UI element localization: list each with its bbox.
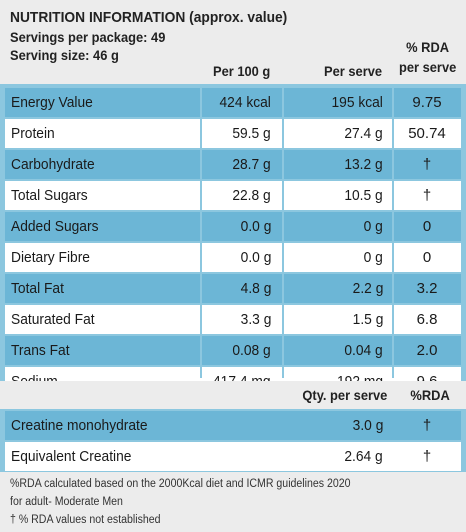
rda-value: † <box>422 417 432 434</box>
quantity-rows: Creatine monohydrate 3.0 g † Equivalent … <box>5 411 461 473</box>
table-row: Protein 59.5 g 27.4 g 50.74 <box>5 119 461 148</box>
nutrient-label: Protein <box>11 125 55 142</box>
per-100g-value: 0.0 g <box>240 218 271 235</box>
per-serve-value: 0 g <box>363 218 383 235</box>
column-divider <box>392 88 394 378</box>
table-title: NUTRITION INFORMATION (approx. value) <box>10 9 288 26</box>
qty-value: 2.64 g <box>344 448 383 465</box>
rda-value: 3.2 <box>416 280 438 297</box>
rda-value: 0 <box>422 249 432 266</box>
rda-value: † <box>422 156 432 173</box>
rda-value: † <box>422 448 432 465</box>
table-row: Carbohydrate 28.7 g 13.2 g † <box>5 150 461 179</box>
per-serve-value: 195 kcal <box>331 94 383 111</box>
footnotes: %RDA calculated based on the 2000Kcal di… <box>0 472 466 532</box>
table-row: Added Sugars 0.0 g 0 g 0 <box>5 212 461 241</box>
rda-value: 9.75 <box>412 94 442 111</box>
table-row: Creatine monohydrate 3.0 g † <box>5 411 461 440</box>
nutrient-label: Carbohydrate <box>11 156 95 173</box>
rda-header-line2: per serve <box>398 59 456 75</box>
per-100g-value: 59.5 g <box>232 125 271 142</box>
per-100g-value: 424 kcal <box>219 94 271 111</box>
nutrient-label: Energy Value <box>11 94 93 111</box>
nutrient-label: Total Sugars <box>11 187 88 204</box>
rda-value: † <box>422 187 432 204</box>
column-header-per-100g: Per 100 g <box>212 63 270 79</box>
per-100g-value: 4.8 g <box>240 280 271 297</box>
per-serve-value: 2.2 g <box>352 280 383 297</box>
column-header-per-serve: Per serve <box>323 63 382 79</box>
per-100g-value: 22.8 g <box>232 187 271 204</box>
rda-value: 2.0 <box>416 342 438 359</box>
table-row: Total Sugars 22.8 g 10.5 g † <box>5 181 461 210</box>
per-100g-value: 3.3 g <box>240 311 271 328</box>
nutrient-label: Total Fat <box>11 280 64 297</box>
rda-value: 50.74 <box>408 125 446 142</box>
rda-value: 6.8 <box>416 311 438 328</box>
per-serve-value: 1.5 g <box>352 311 383 328</box>
per-serve-value: 13.2 g <box>344 156 383 173</box>
column-divider <box>282 88 284 378</box>
nutrient-label: Added Sugars <box>11 218 99 235</box>
nutrient-label: Dietary Fibre <box>11 249 90 266</box>
table-row: Total Fat 4.8 g 2.2 g 3.2 <box>5 274 461 303</box>
footnote-audience: for adult- Moderate Men <box>10 496 123 508</box>
table-row: Saturated Fat 3.3 g 1.5 g 6.8 <box>5 305 461 334</box>
quantity-header: Qty. per serve %RDA <box>0 381 466 409</box>
column-divider <box>200 88 202 378</box>
per-serve-value: 0.04 g <box>344 342 383 359</box>
table-row: Dietary Fibre 0.0 g 0 g 0 <box>5 243 461 272</box>
column-header-qty-per-serve: Qty. per serve <box>302 387 387 403</box>
per-100g-value: 28.7 g <box>232 156 271 173</box>
per-serve-value: 27.4 g <box>344 125 383 142</box>
per-serve-value: 0 g <box>363 249 383 266</box>
servings-per-package: Servings per package: 49 <box>10 29 166 45</box>
column-header-qty-rda: %RDA <box>410 387 450 403</box>
rda-header-line1: % RDA <box>405 39 449 55</box>
per-100g-value: 0.08 g <box>232 342 271 359</box>
table-row: Energy Value 424 kcal 195 kcal 9.75 <box>5 88 461 117</box>
nutrient-label: Saturated Fat <box>11 311 95 328</box>
ingredient-label: Equivalent Creatine <box>11 448 132 465</box>
table-row: Trans Fat 0.08 g 0.04 g 2.0 <box>5 336 461 365</box>
footnote-dagger: † % RDA values not established <box>10 514 161 526</box>
per-100g-value: 0.0 g <box>240 249 271 266</box>
table-header: NUTRITION INFORMATION (approx. value) Se… <box>0 0 466 84</box>
per-serve-value: 10.5 g <box>344 187 383 204</box>
nutrient-label: Trans Fat <box>11 342 70 359</box>
qty-value: 3.0 g <box>352 417 383 434</box>
serving-size: Serving size: 46 g <box>10 47 119 63</box>
rda-value: 0 <box>422 218 432 235</box>
table-row: Equivalent Creatine 2.64 g † <box>5 442 461 471</box>
ingredient-label: Creatine monohydrate <box>11 417 148 434</box>
column-header-rda: % RDA per serve <box>399 37 456 77</box>
footnote-rda-basis: %RDA calculated based on the 2000Kcal di… <box>10 478 351 490</box>
